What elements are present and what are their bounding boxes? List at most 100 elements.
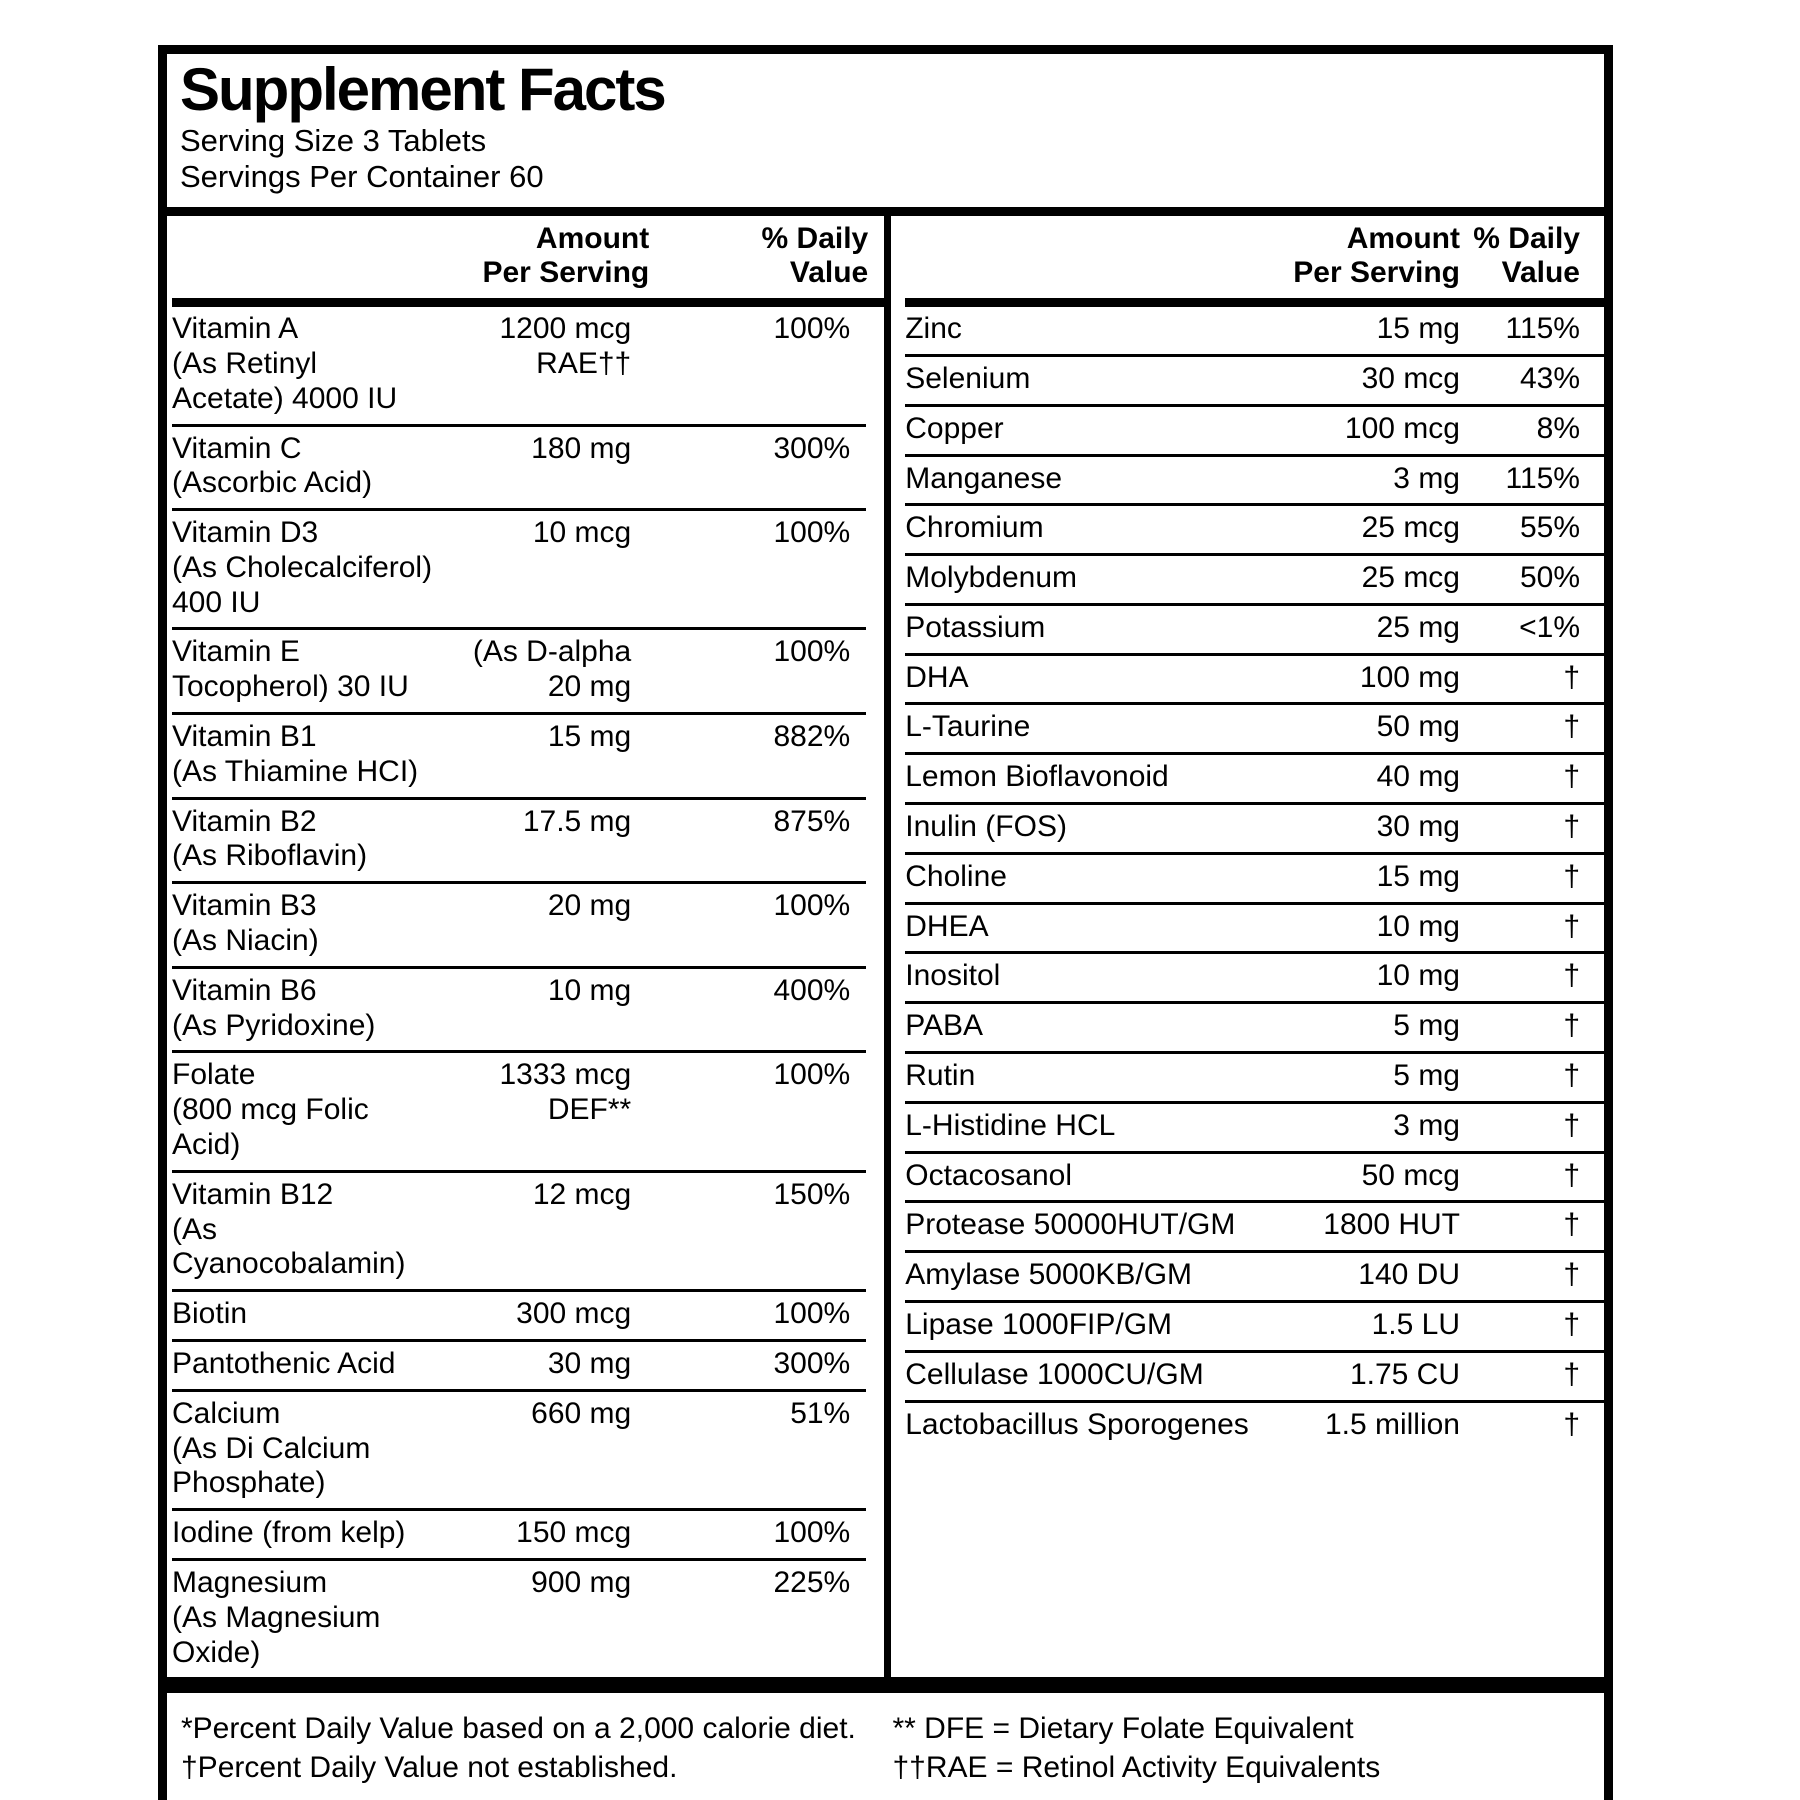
nutrient-amount: 30 mcg bbox=[1361, 361, 1460, 395]
nutrient-detail: (As Pyridoxine) bbox=[172, 1008, 376, 1042]
nutrient-rows-right: Zinc 15 mg 115% Selenium 30 mcg 43% Copp… bbox=[905, 307, 1604, 1677]
footnote-not-established: †Percent Daily Value not established. bbox=[181, 1751, 678, 1785]
nutrient-amount-line1: 12 mcg bbox=[532, 1177, 632, 1211]
nutrient-name: DHEA bbox=[905, 909, 989, 943]
nutrient-row: Vitamin E Tocopherol) 30 IU (As D-alpha … bbox=[172, 630, 867, 716]
nutrient-amount-line1: 180 mg bbox=[531, 431, 632, 465]
nutrient-name: Rutin bbox=[905, 1059, 976, 1093]
nutrient-row: Vitamin D3 (As Cholecalciferol) 400 IU 1… bbox=[172, 511, 867, 631]
column-header-left: Amount Per Serving % Daily Value bbox=[172, 216, 885, 308]
footnote-daily-value: *Percent Daily Value based on a 2,000 ca… bbox=[181, 1712, 856, 1746]
nutrient-name: Selenium bbox=[905, 361, 1031, 395]
nutrient-name-cell: Calcium (As Di Calcium Phosphate) bbox=[172, 1397, 441, 1501]
nutrient-amount: (As D-alpha 20 mg bbox=[441, 635, 631, 705]
nutrient-amount: 5 mg bbox=[1393, 1059, 1460, 1093]
nutrient-amount: 30 mg bbox=[441, 1347, 631, 1382]
nutrient-daily-value: † bbox=[1563, 1357, 1580, 1391]
nutrient-amount-line1: 660 mg bbox=[531, 1396, 632, 1430]
nutrient-detail: (As Cyanocobalamin) bbox=[172, 1212, 406, 1281]
nutrient-daily-value: 400% bbox=[773, 973, 851, 1007]
nutrient-row: Vitamin C (Ascorbic Acid) 180 mg 300% bbox=[172, 427, 867, 512]
amount-header-line2: Per Serving bbox=[1293, 256, 1460, 290]
nutrient-name: Protease 50000HUT/GM bbox=[905, 1208, 1236, 1242]
nutrient-daily-value: 882% bbox=[773, 720, 851, 754]
nutrient-detail: Tocopherol) 30 IU bbox=[172, 670, 409, 704]
nutrient-daily-value: 100% bbox=[773, 312, 851, 346]
dv-header-line2: Value bbox=[1501, 256, 1580, 290]
nutrient-row: Pantothenic Acid 30 mg 300% bbox=[172, 1342, 867, 1392]
nutrient-daily-value: † bbox=[1563, 1308, 1580, 1342]
nutrient-daily-value: 225% bbox=[773, 1566, 851, 1600]
nutrient-name-cell: Biotin bbox=[172, 1297, 441, 1332]
nutrient-row: Choline 15 mg † bbox=[905, 855, 1604, 905]
nutrient-daily-value: † bbox=[1563, 1059, 1580, 1093]
nutrient-row: Inulin (FOS) 30 mg † bbox=[905, 805, 1604, 855]
nutrient-detail: (As Retinyl Acetate) 4000 IU bbox=[172, 346, 398, 415]
nutrient-amount-line1: 15 mg bbox=[547, 720, 632, 754]
nutrient-name: Vitamin A bbox=[172, 312, 299, 346]
servings-per-container: Servings Per Container 60 bbox=[180, 159, 544, 195]
nutrient-amount: 900 mg bbox=[441, 1566, 631, 1601]
nutrient-name: Lipase 1000FIP/GM bbox=[905, 1308, 1173, 1342]
nutrient-amount: 100 mg bbox=[1359, 660, 1460, 694]
nutrient-amount-line1: 900 mg bbox=[531, 1566, 632, 1600]
nutrient-row: Biotin 300 mcg 100% bbox=[172, 1292, 867, 1343]
nutrient-row: Iodine (from kelp) 150 mcg 100% bbox=[172, 1511, 867, 1562]
nutrient-name: Inulin (FOS) bbox=[905, 810, 1067, 844]
label-wrap: Supplement Facts Serving Size 3 Tablets … bbox=[158, 45, 1613, 1800]
nutrient-amount-line2: RAE†† bbox=[536, 346, 632, 380]
nutrient-row: Calcium (As Di Calcium Phosphate) 660 mg… bbox=[172, 1392, 867, 1512]
nutrient-name: Choline bbox=[905, 859, 1007, 893]
nutrient-amount-line1: 17.5 mg bbox=[522, 804, 632, 838]
nutrient-name-cell: Vitamin B6 (As Pyridoxine) bbox=[172, 974, 441, 1044]
nutrient-daily-value: 51% bbox=[790, 1396, 851, 1430]
nutrient-row: Vitamin B3 (As Niacin) 20 mg 100% bbox=[172, 884, 867, 969]
nutrient-daily-value: 8% bbox=[1536, 411, 1580, 445]
nutrient-amount: 10 mg bbox=[1376, 909, 1460, 943]
nutrient-row: Vitamin B2 (As Riboflavin) 17.5 mg 875% bbox=[172, 800, 867, 885]
footnote-dfe: ** DFE = Dietary Folate Equivalent bbox=[892, 1712, 1354, 1746]
nutrient-row: DHEA 10 mg † bbox=[905, 905, 1604, 955]
nutrient-name-cell: Magnesium (As Magnesium Oxide) bbox=[172, 1566, 441, 1670]
nutrient-row: L-Histidine HCL 3 mg † bbox=[905, 1104, 1604, 1154]
nutrient-name: L-Taurine bbox=[905, 710, 1031, 744]
nutrient-amount: 20 mg bbox=[441, 889, 631, 924]
nutrient-daily-value: 875% bbox=[773, 804, 851, 838]
nutrient-amount: 25 mcg bbox=[1361, 511, 1460, 545]
nutrient-daily-value: † bbox=[1563, 859, 1580, 893]
nutrient-daily-value: † bbox=[1563, 1009, 1580, 1043]
nutrient-name: Lactobacillus Sporogenes bbox=[905, 1407, 1249, 1441]
nutrient-row: Lemon Bioflavonoid 40 mg † bbox=[905, 755, 1604, 806]
nutrient-name: Vitamin E bbox=[172, 635, 300, 669]
nutrient-amount: 3 mg bbox=[1393, 461, 1460, 495]
nutrient-detail: (As Thiamine HCI) bbox=[172, 754, 419, 788]
nutrient-daily-value: † bbox=[1563, 1208, 1580, 1242]
nutrient-amount: 15 mg bbox=[1376, 859, 1460, 893]
nutrient-amount-line1: 10 mg bbox=[547, 973, 632, 1007]
nutrient-daily-value: † bbox=[1563, 710, 1580, 744]
nutrient-amount: 300 mcg bbox=[441, 1297, 631, 1332]
nutrient-name-cell: Vitamin B12 (As Cyanocobalamin) bbox=[172, 1178, 441, 1282]
nutrient-name: Vitamin B3 bbox=[172, 889, 317, 923]
nutrient-name: Copper bbox=[905, 411, 1004, 445]
nutrient-row: Vitamin A (As Retinyl Acetate) 4000 IU 1… bbox=[172, 307, 867, 427]
nutrient-daily-value: 43% bbox=[1519, 361, 1580, 395]
nutrient-detail: (As Cholecalciferol) 400 IU bbox=[172, 550, 433, 619]
nutrient-amount: 10 mcg bbox=[441, 516, 631, 551]
nutrient-amount-line2: DEF** bbox=[547, 1093, 632, 1127]
nutrient-amount: 180 mg bbox=[441, 432, 631, 467]
nutrient-amount-line2: 20 mg bbox=[547, 670, 632, 704]
nutrient-name: Vitamin B6 bbox=[172, 973, 317, 1007]
nutrient-name: Chromium bbox=[905, 511, 1044, 545]
nutrient-name: Molybdenum bbox=[905, 561, 1077, 595]
nutrient-row: Cellulase 1000CU/GM 1.75 CU † bbox=[905, 1353, 1604, 1403]
nutrient-row: L-Taurine 50 mg † bbox=[905, 705, 1604, 756]
nutrient-amount: 1800 HUT bbox=[1323, 1208, 1460, 1242]
nutrient-detail: (As Magnesium Oxide) bbox=[172, 1600, 381, 1669]
nutrient-amount: 15 mg bbox=[441, 720, 631, 755]
nutrient-daily-value: 50% bbox=[1519, 561, 1580, 595]
nutrient-name: Amylase 5000KB/GM bbox=[905, 1258, 1193, 1292]
nutrient-name-cell: Vitamin B2 (As Riboflavin) bbox=[172, 805, 441, 875]
nutrient-amount-line1: 150 mcg bbox=[516, 1516, 632, 1550]
nutrient-daily-value: † bbox=[1563, 760, 1580, 794]
